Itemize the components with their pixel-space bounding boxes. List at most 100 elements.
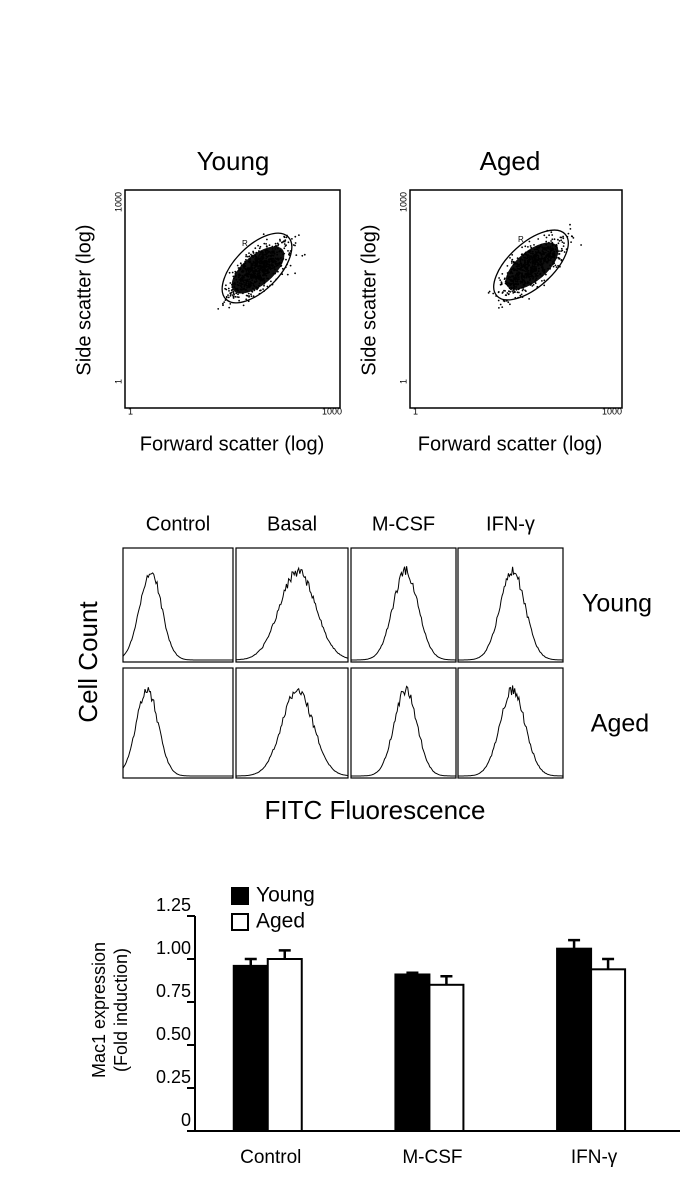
scatter-dot <box>549 264 551 267</box>
scatter-dot <box>510 283 513 286</box>
scatter-dot <box>258 276 261 279</box>
histogram-frame <box>350 667 457 779</box>
scatter-dot <box>249 270 252 273</box>
scatter-dot <box>553 238 556 241</box>
scatter-dot <box>520 280 523 283</box>
scatter-dot <box>254 247 257 250</box>
scatter-dot <box>286 273 289 276</box>
scatter-dot <box>258 250 260 252</box>
scatter-dot <box>272 260 275 263</box>
scatter-dot <box>242 304 245 307</box>
scatter-dot <box>253 270 256 272</box>
scatter-dot <box>235 278 238 281</box>
scatter-dot <box>231 286 234 288</box>
scatter-dot <box>554 248 557 251</box>
scatter-dot <box>529 256 531 259</box>
scatter-dot <box>512 286 515 289</box>
scatter-dot <box>522 288 525 290</box>
scatter-dot <box>265 269 268 272</box>
scatter-dot <box>562 235 564 238</box>
scatter-dot <box>239 288 242 291</box>
scatter-dot <box>251 279 254 282</box>
scatter-dot <box>289 264 292 267</box>
scatter-dot <box>527 246 529 248</box>
scatter-dot <box>535 251 538 254</box>
scatter-dot <box>533 265 536 268</box>
scatter-dot <box>545 247 548 249</box>
scatter-dot <box>234 270 237 273</box>
scatter-dot <box>507 282 509 284</box>
scatter-dot <box>259 289 261 292</box>
scatter-dot <box>541 265 543 268</box>
scatter-dot <box>263 280 266 282</box>
scatter-dot <box>280 264 283 267</box>
scatter-dot <box>519 294 522 297</box>
scatter-dot <box>243 281 246 284</box>
scatter-dot <box>529 261 532 264</box>
scatter-dot <box>276 262 278 265</box>
scatter-dot <box>285 258 287 261</box>
scatter-dot <box>510 272 513 274</box>
scatter-dot <box>541 267 544 270</box>
gate-label: R <box>242 239 248 248</box>
scatter-dot <box>254 266 257 268</box>
scatter-dot <box>252 295 255 298</box>
scatter-dot <box>518 267 521 270</box>
scatter-dot <box>258 255 260 257</box>
scatter-dot <box>262 266 264 269</box>
scatter-dot <box>276 264 279 267</box>
histogram-grid: Control Basal M-CSF IFN-γ <box>122 513 564 779</box>
scatter-dot <box>229 303 232 305</box>
scatter-dot <box>542 251 545 254</box>
scatter-dot <box>280 257 282 259</box>
scatter-dot <box>572 237 575 239</box>
scatter-dot <box>562 237 565 240</box>
scatter-dot <box>523 257 526 259</box>
scatter-dot <box>541 280 543 282</box>
scatter-dot <box>529 245 532 247</box>
scatter-dot <box>244 260 247 263</box>
scatter-dot <box>545 243 548 246</box>
scatter-dot <box>539 245 542 247</box>
scatter-dot <box>263 267 265 270</box>
scatter-dot <box>276 253 279 256</box>
scatter-dot <box>540 262 543 265</box>
y-tick-label: 1.00 <box>156 938 191 958</box>
scatter-dot <box>232 295 235 298</box>
scatter-dot <box>261 279 264 282</box>
scatter-dot <box>262 271 265 274</box>
scatter-dot <box>524 263 527 266</box>
scatter-dot <box>533 248 536 251</box>
scatter-dot <box>567 232 570 235</box>
scatter-dot <box>520 293 523 296</box>
scatter-dot <box>234 273 237 275</box>
y-tick-label: 1.25 <box>156 895 191 915</box>
scatter-dot <box>535 266 538 268</box>
scatter-dot <box>529 258 532 261</box>
scatter-dot <box>267 266 270 268</box>
scatter-dot <box>563 242 565 245</box>
scatter-dot <box>521 272 523 275</box>
scatter-dot <box>528 249 531 252</box>
scatter-dot <box>547 252 550 255</box>
row-label: Aged <box>591 710 649 738</box>
scatter-dot <box>234 283 237 286</box>
scatter-dot <box>526 263 529 266</box>
scatter-dot <box>524 261 527 263</box>
scatter-dot <box>507 301 510 304</box>
scatter-dot <box>519 282 522 284</box>
scatter-dot <box>265 266 268 268</box>
scatter-dot <box>529 278 532 280</box>
scatter-dot <box>515 289 518 291</box>
scatter-dot <box>536 275 539 277</box>
scatter-dot <box>233 277 235 280</box>
scatter-dot <box>532 283 535 286</box>
scatter-dot <box>237 267 240 269</box>
scatter-dot <box>518 278 520 280</box>
scatter-dot <box>271 252 273 254</box>
axis-min-label: 1 <box>128 406 133 416</box>
scatter-dot <box>272 257 275 260</box>
scatter-dot <box>525 270 527 273</box>
scatter-dot <box>506 272 509 274</box>
scatter-dot <box>303 253 306 256</box>
